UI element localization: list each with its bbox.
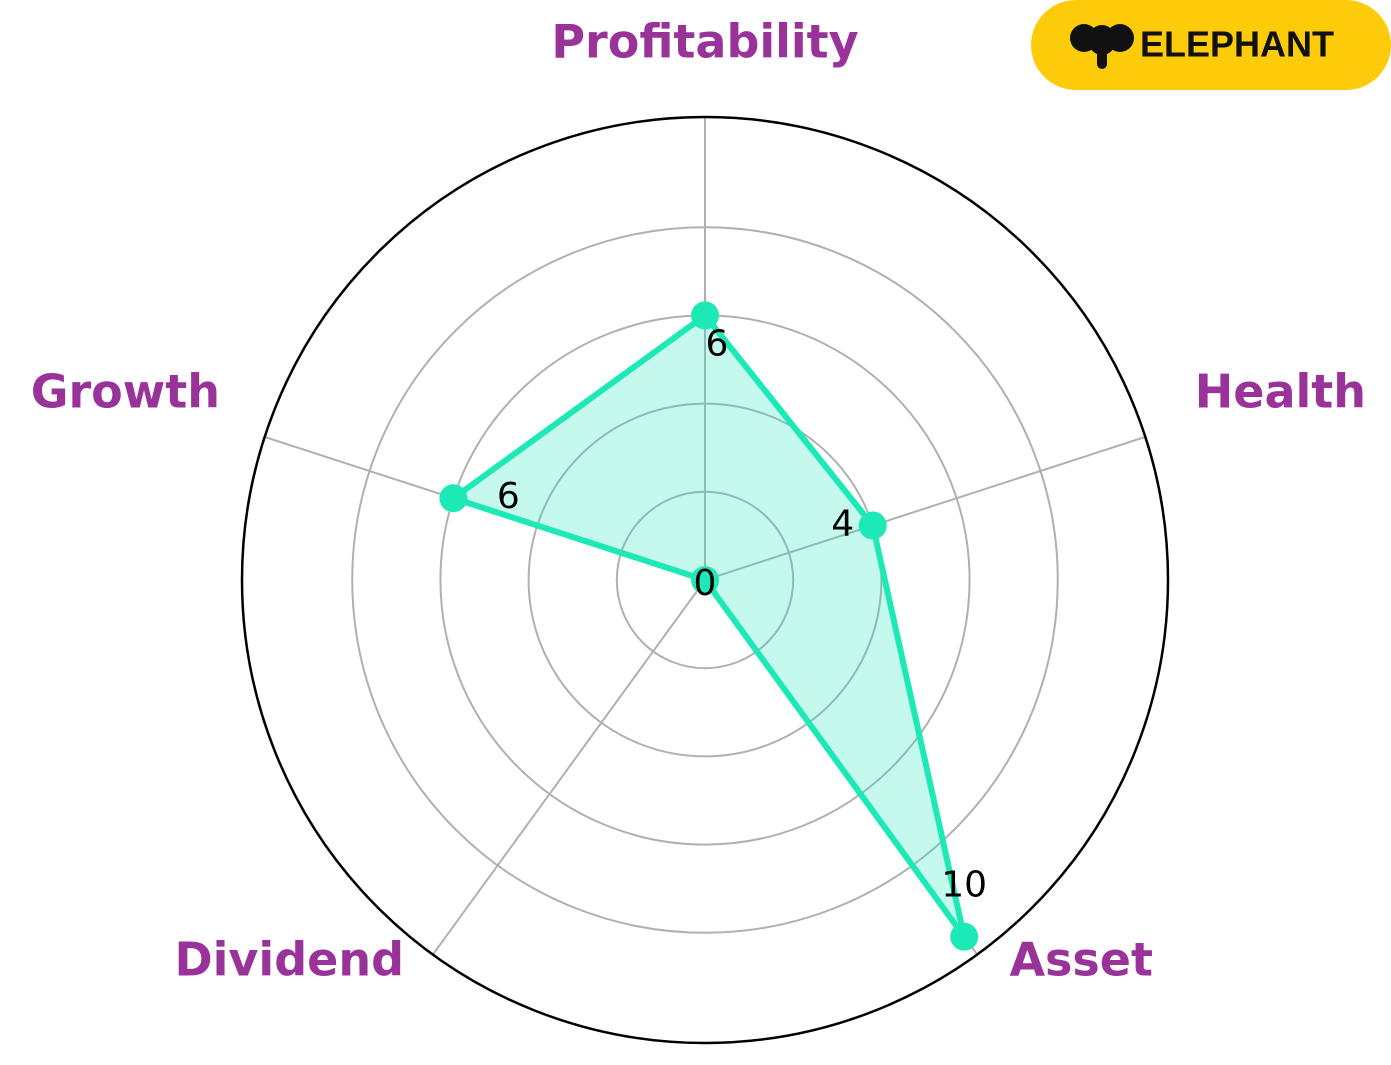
logo: ELEPHANT <box>1031 0 1391 90</box>
category-label: Asset <box>1009 933 1153 987</box>
value-label: 6 <box>497 476 520 517</box>
line <box>450 312 968 940</box>
value-label: 4 <box>831 503 854 544</box>
value-label: 10 <box>941 865 987 906</box>
value-label: 6 <box>706 323 729 364</box>
category-label: Profitability <box>551 15 858 69</box>
point <box>691 301 719 330</box>
category-label: Growth <box>31 365 220 419</box>
point <box>439 484 468 513</box>
logo-badge <box>1031 0 1391 90</box>
spoke <box>704 435 1146 581</box>
point <box>691 566 719 594</box>
category-label: Dividend <box>174 933 404 987</box>
outer-ring <box>240 115 1170 1045</box>
point <box>858 511 887 540</box>
point <box>950 922 979 951</box>
spoke <box>432 579 706 956</box>
category-label: Health <box>1195 365 1366 419</box>
logo-text: ELEPHANT <box>1140 24 1334 65</box>
value-label: 0 <box>694 563 717 604</box>
logo-icon <box>1070 24 1134 69</box>
area <box>453 315 965 937</box>
